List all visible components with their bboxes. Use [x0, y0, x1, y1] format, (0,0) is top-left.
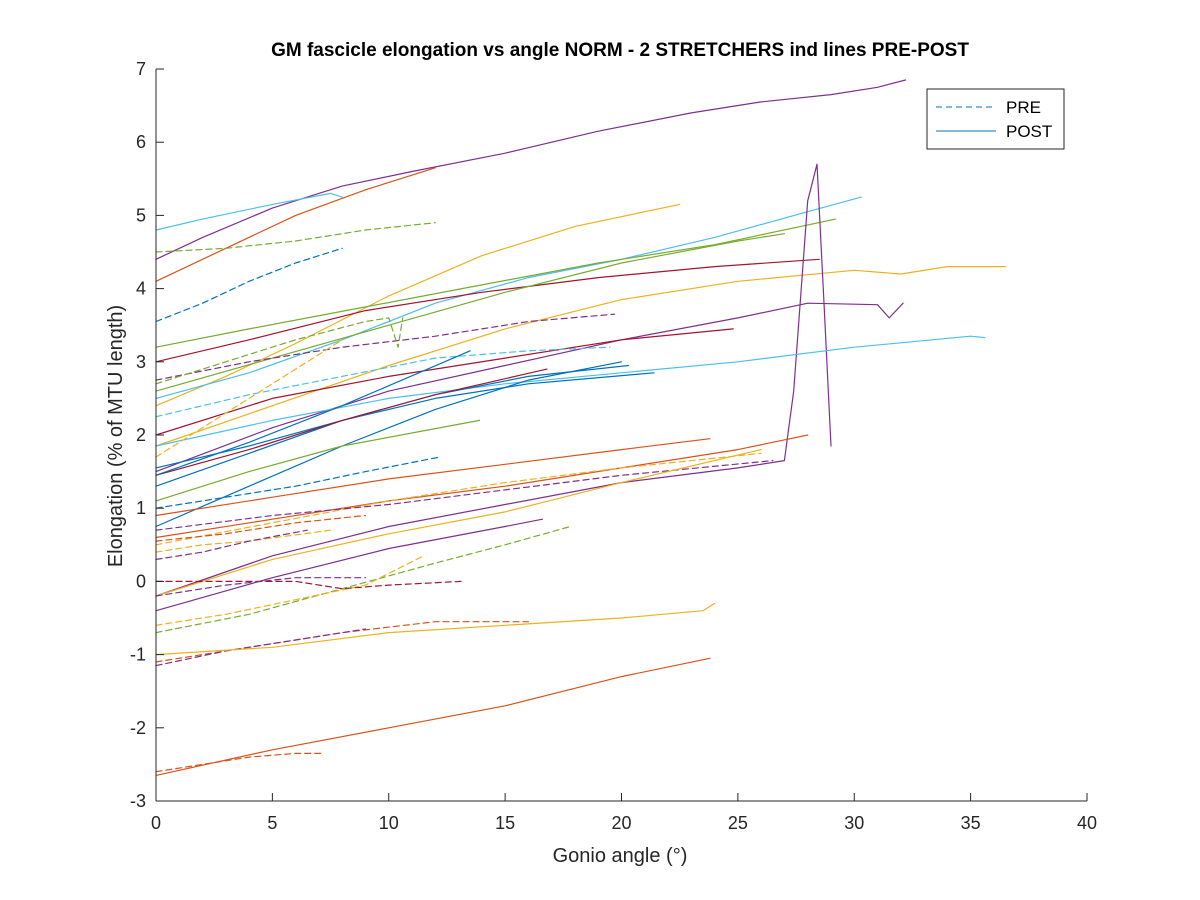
series-line-4-dashed — [155, 222, 436, 253]
y-tick-label: -2 — [130, 718, 146, 738]
series-line-24-dashed — [155, 456, 441, 509]
legend-post-label: POST — [1006, 122, 1052, 141]
series-layer — [155, 79, 1007, 777]
axes-layer: 0 5 10 15 20 25 30 35 40 -3 -2 -1 0 1 2 3 4 5 6 7 — [130, 59, 1097, 833]
series-line-17-dashed — [155, 346, 611, 418]
series-line-7-solid — [155, 196, 862, 399]
series-line-41-dashed — [155, 628, 367, 667]
series-line-27-solid — [155, 438, 711, 517]
series-line-11-solid — [155, 233, 786, 392]
series-line-32-solid — [155, 518, 544, 612]
y-tick-label: 4 — [136, 279, 146, 299]
series-line-12-solid — [155, 163, 832, 597]
y-axis-label: Elongation (% of MTU length) — [105, 305, 127, 567]
series-line-31-solid — [155, 449, 762, 597]
series-line-23-solid — [155, 419, 481, 502]
series-line-19-solid — [155, 361, 623, 528]
series-line-6-solid — [155, 203, 681, 407]
x-tick-label: 5 — [267, 813, 277, 833]
legend-pre-label: PRE — [1006, 98, 1041, 117]
y-tick-label: 5 — [136, 205, 146, 225]
y-tick-label: 3 — [136, 352, 146, 372]
series-line-35-dashed — [155, 514, 367, 542]
series-line-3-solid — [155, 167, 436, 282]
series-line-37-dashed — [155, 555, 425, 626]
series-line-20-solid — [155, 372, 655, 469]
series-line-44-dashed — [155, 752, 325, 773]
series-line-5-dashed — [155, 247, 343, 323]
series-line-42-solid — [155, 602, 716, 656]
series-line-25-dashed — [155, 317, 404, 385]
series-line-33-dashed — [155, 529, 332, 553]
series-line-14-solid — [155, 335, 986, 447]
series-line-10-solid — [155, 266, 1007, 447]
series-line-2-solid — [155, 192, 343, 231]
series-line-15-solid — [155, 328, 734, 436]
series-line-1-solid — [155, 79, 907, 260]
y-tick-label: 2 — [136, 425, 146, 445]
legend: PRE POST — [926, 88, 1065, 150]
legend-box — [926, 88, 1065, 150]
series-line-38-dashed — [155, 580, 462, 590]
y-tick-label: 0 — [136, 571, 146, 591]
series-line-26-dashed — [155, 339, 343, 458]
x-tick-label: 10 — [379, 813, 399, 833]
series-line-16-dashed — [155, 313, 616, 381]
chart-title: GM fascicle elongation vs angle NORM - 2… — [271, 40, 969, 61]
y-tick-label: 6 — [136, 132, 146, 152]
y-tick-label: -1 — [130, 645, 146, 665]
series-line-21-solid — [155, 368, 548, 476]
series-line-9-solid — [155, 258, 820, 363]
series-line-30-dashed — [155, 460, 774, 531]
x-tick-label: 25 — [728, 813, 748, 833]
y-tick-label: -3 — [130, 791, 146, 811]
y-tick-label: 1 — [136, 498, 146, 518]
series-line-28-solid — [155, 434, 809, 539]
x-tick-label: 30 — [844, 813, 864, 833]
x-tick-label: 0 — [151, 813, 161, 833]
x-tick-label: 15 — [495, 813, 515, 833]
x-axis-label: Gonio angle (°) — [553, 845, 688, 867]
x-tick-label: 20 — [611, 813, 631, 833]
series-line-29-dashed — [155, 452, 762, 546]
series-line-43-solid — [155, 657, 711, 777]
x-tick-label: 40 — [1077, 813, 1097, 833]
series-line-36-dashed — [155, 525, 571, 634]
series-line-39-dashed — [155, 577, 367, 597]
series-line-34-dashed — [155, 529, 308, 561]
series-line-8-solid — [155, 218, 837, 348]
x-tick-label: 35 — [961, 813, 981, 833]
y-tick-label: 7 — [136, 59, 146, 79]
series-line-22-solid — [155, 350, 471, 476]
